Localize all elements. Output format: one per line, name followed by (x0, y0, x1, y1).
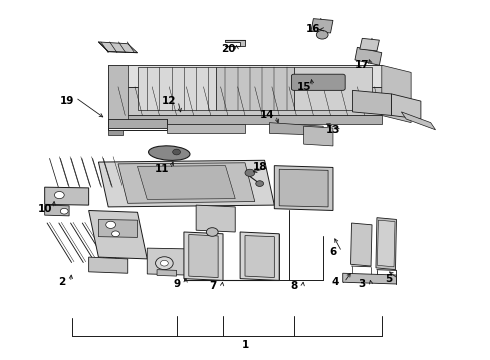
Polygon shape (377, 220, 395, 267)
Polygon shape (274, 166, 333, 211)
Polygon shape (311, 19, 333, 33)
Polygon shape (245, 235, 274, 278)
Polygon shape (138, 67, 216, 110)
Polygon shape (279, 169, 328, 207)
Polygon shape (108, 119, 167, 128)
Circle shape (245, 169, 255, 176)
Polygon shape (98, 220, 138, 237)
Polygon shape (147, 248, 186, 275)
Polygon shape (98, 160, 274, 207)
Text: 1: 1 (242, 340, 248, 350)
Text: 8: 8 (290, 281, 297, 291)
Polygon shape (350, 223, 372, 266)
Polygon shape (118, 163, 255, 203)
Text: 3: 3 (359, 279, 366, 289)
Polygon shape (216, 67, 294, 110)
Text: 16: 16 (306, 24, 320, 35)
Polygon shape (45, 205, 69, 216)
Polygon shape (98, 42, 138, 53)
Circle shape (172, 149, 180, 155)
Circle shape (112, 231, 120, 237)
Polygon shape (138, 166, 235, 199)
Text: 11: 11 (155, 164, 169, 174)
Text: 19: 19 (59, 96, 74, 106)
Polygon shape (343, 273, 396, 284)
Polygon shape (392, 94, 421, 119)
Circle shape (106, 221, 116, 228)
Polygon shape (89, 257, 128, 273)
Text: 6: 6 (329, 247, 337, 257)
Polygon shape (45, 187, 89, 205)
Text: 18: 18 (252, 162, 267, 172)
Text: 13: 13 (326, 125, 340, 135)
Polygon shape (189, 234, 218, 278)
Text: 9: 9 (173, 279, 180, 289)
Polygon shape (355, 47, 382, 65)
Text: 15: 15 (296, 82, 311, 92)
Polygon shape (225, 40, 245, 45)
Circle shape (60, 208, 68, 214)
Polygon shape (294, 76, 343, 87)
Polygon shape (108, 116, 382, 125)
Polygon shape (382, 65, 411, 123)
Polygon shape (108, 87, 382, 116)
Ellipse shape (148, 146, 190, 160)
Text: 14: 14 (260, 111, 274, 121)
Polygon shape (401, 112, 436, 130)
Polygon shape (270, 123, 323, 135)
Polygon shape (108, 65, 128, 125)
Polygon shape (157, 270, 176, 276)
Polygon shape (352, 90, 392, 116)
Polygon shape (294, 67, 372, 110)
Text: 12: 12 (162, 96, 176, 106)
Polygon shape (360, 39, 379, 51)
Polygon shape (89, 211, 147, 259)
Text: 20: 20 (220, 44, 235, 54)
Text: 7: 7 (210, 281, 217, 291)
Polygon shape (108, 130, 123, 135)
Circle shape (317, 31, 328, 39)
Text: 2: 2 (58, 277, 65, 287)
Polygon shape (304, 126, 333, 146)
Circle shape (256, 181, 264, 186)
Text: 5: 5 (386, 274, 393, 284)
Polygon shape (167, 125, 245, 134)
Text: 4: 4 (332, 277, 339, 287)
Circle shape (156, 257, 173, 270)
Text: 10: 10 (37, 204, 52, 214)
Circle shape (160, 260, 168, 266)
Polygon shape (108, 65, 382, 87)
Polygon shape (184, 232, 223, 280)
Circle shape (206, 228, 218, 236)
Polygon shape (196, 205, 235, 232)
Circle shape (54, 192, 64, 199)
Polygon shape (240, 232, 279, 280)
Text: 17: 17 (355, 60, 369, 70)
Polygon shape (376, 218, 396, 270)
FancyBboxPatch shape (292, 74, 345, 90)
